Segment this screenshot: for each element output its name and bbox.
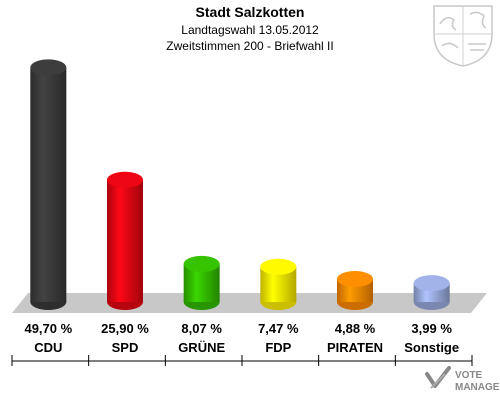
bar-cap [30, 59, 67, 76]
bars-group [30, 59, 450, 310]
bar-piraten [337, 270, 373, 310]
chart-subtitle-district: Zweitstimmen 200 - Briefwahl II [166, 39, 333, 53]
category-label: FDP [265, 340, 291, 355]
bar-cdu [30, 59, 67, 310]
chart-title: Stadt Salzkotten [196, 4, 305, 20]
value-label: 8,07 % [181, 321, 222, 336]
category-label: GRÜNE [178, 340, 225, 355]
bar-fdp [260, 258, 297, 310]
brand-line-1: VOTE [455, 370, 483, 381]
value-label: 25,90 % [101, 321, 149, 336]
category-ticks-group [11, 355, 473, 366]
value-label: 7,47 % [258, 321, 299, 336]
value-label: 3,99 % [411, 321, 452, 336]
bar-sonstige [413, 275, 450, 310]
category-label: CDU [34, 340, 62, 355]
value-label: 49,70 % [24, 321, 72, 336]
bar-body [30, 67, 67, 302]
value-label: 4,88 % [335, 321, 376, 336]
bar-cap [337, 270, 373, 287]
chart-subtitle-date: Landtagswahl 13.05.2012 [181, 23, 319, 37]
category-label: Sonstige [404, 340, 459, 355]
bar-spd [107, 171, 143, 310]
bar-body [107, 179, 143, 302]
bar-cap [260, 258, 297, 275]
vote-manager-logo-icon [425, 366, 451, 389]
category-label: SPD [112, 340, 139, 355]
category-label: PIRATEN [327, 340, 383, 355]
bar-cap [413, 275, 450, 292]
bar-gr-ne [183, 255, 220, 310]
brand-line-2: MANAGER [455, 382, 500, 393]
bar-cap [183, 255, 220, 272]
nrw-coat-of-arms-icon [433, 5, 493, 67]
bar-cap [107, 171, 143, 188]
category-labels-group: CDU SPD GRÜNE FDP PIRATEN Sonstige [34, 340, 459, 355]
value-labels-group: 49,70 % 25,90 % 8,07 % 7,47 % 4,88 % 3,99 % [24, 321, 452, 336]
